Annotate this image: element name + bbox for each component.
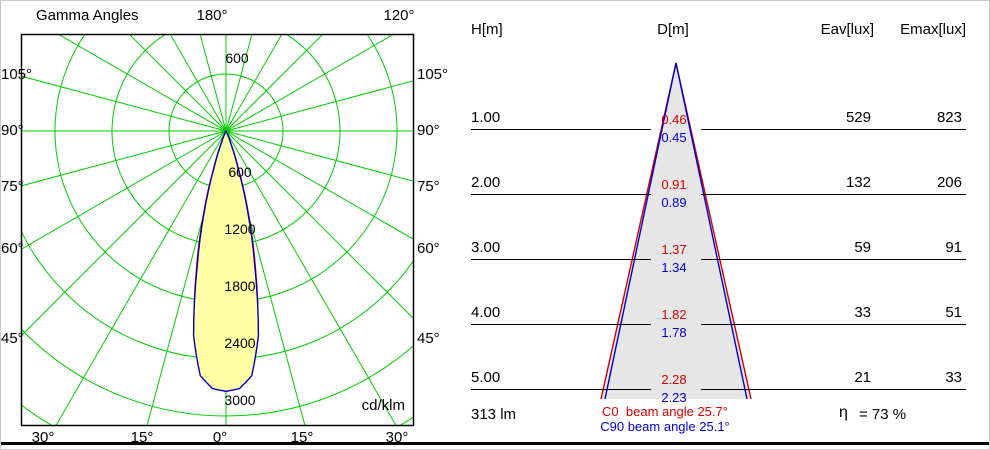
c90-beam-angle: C90 beam angle 25.1° bbox=[600, 419, 730, 434]
eta-value: = 73 % bbox=[859, 406, 907, 423]
eav-value: 132 bbox=[845, 174, 871, 191]
angle-label-left: 105° bbox=[1, 66, 33, 83]
ring-label: 600 bbox=[228, 164, 252, 180]
diameter-c0: 0.91 bbox=[661, 177, 687, 192]
diameter-c90: 0.45 bbox=[661, 130, 687, 145]
row-line-right bbox=[701, 259, 966, 260]
ring-label: 600 bbox=[225, 50, 249, 66]
row-line-right bbox=[701, 324, 966, 325]
luminous-flux: 313 lm bbox=[471, 406, 517, 423]
diameter-c90: 2.23 bbox=[661, 390, 687, 405]
angle-label-top: 180° bbox=[196, 7, 228, 24]
row-line-left bbox=[471, 194, 651, 195]
cone-edge-c90 bbox=[604, 62, 748, 400]
col-header-eav: Eav[lux] bbox=[820, 21, 874, 38]
row-line-right bbox=[701, 129, 966, 130]
row-height-value: 1.00 bbox=[471, 109, 501, 126]
ring-label: 2400 bbox=[224, 335, 256, 351]
diameter-c90: 1.78 bbox=[661, 325, 687, 340]
angle-label-left: 45° bbox=[1, 330, 24, 347]
eav-value: 529 bbox=[845, 109, 871, 126]
emax-value: 823 bbox=[936, 109, 962, 126]
eta-symbol: η bbox=[839, 404, 848, 421]
row-line-right bbox=[701, 194, 966, 195]
c0-beam-angle: C0 beam angle 25.7° bbox=[602, 404, 728, 419]
diameter-c90: 1.34 bbox=[661, 260, 687, 275]
eav-value: 21 bbox=[854, 369, 871, 386]
diameter-c90: 0.89 bbox=[661, 195, 687, 210]
diameter-c0: 2.28 bbox=[661, 372, 687, 387]
ring-label: 3000 bbox=[224, 392, 256, 408]
polar-title: Gamma Angles bbox=[36, 7, 139, 24]
angle-label-left: 75° bbox=[1, 178, 24, 195]
diameter-c0: 1.82 bbox=[661, 307, 687, 322]
emax-value: 206 bbox=[936, 174, 962, 191]
bottom-rule bbox=[1, 442, 989, 445]
emax-value: 91 bbox=[945, 239, 962, 256]
beam-curve-C90 bbox=[192, 130, 260, 392]
angle-label-left: 60° bbox=[1, 240, 24, 257]
angle-label-right: 75° bbox=[417, 178, 440, 195]
diameter-c0: 1.37 bbox=[661, 242, 687, 257]
angle-label-left: 90° bbox=[1, 122, 24, 139]
angle-label-right: 60° bbox=[417, 240, 440, 257]
row-line-left bbox=[471, 389, 651, 390]
col-header-h: H[m] bbox=[471, 21, 503, 38]
polar-unit-label: cd/klm bbox=[361, 397, 405, 414]
angle-label-right: 105° bbox=[417, 66, 449, 83]
angle-label-top: 120° bbox=[383, 7, 415, 24]
ring-label: 1800 bbox=[224, 278, 256, 294]
col-header-d: D[m] bbox=[657, 21, 689, 38]
row-height-value: 3.00 bbox=[471, 239, 501, 256]
row-line-left bbox=[471, 324, 651, 325]
ring-label: 1200 bbox=[224, 221, 256, 237]
col-header-emax: Emax[lux] bbox=[900, 21, 966, 38]
row-height-value: 5.00 bbox=[471, 369, 501, 386]
angle-label-bottom: 0° bbox=[212, 429, 228, 446]
angle-label-right: 45° bbox=[417, 330, 440, 347]
angle-label-right: 90° bbox=[417, 122, 440, 139]
row-height-value: 4.00 bbox=[471, 304, 501, 321]
eav-value: 59 bbox=[854, 239, 871, 256]
diameter-c0: 0.46 bbox=[661, 112, 687, 127]
row-line-left bbox=[471, 129, 651, 130]
angle-label-bottom: 30° bbox=[385, 429, 409, 446]
emax-value: 33 bbox=[945, 369, 962, 386]
angle-label-bottom: 15° bbox=[290, 429, 314, 446]
row-line-right bbox=[701, 389, 966, 390]
angle-label-bottom: 30° bbox=[31, 429, 55, 446]
eav-value: 33 bbox=[854, 304, 871, 321]
polar-diagram bbox=[20, 33, 415, 427]
row-line-left bbox=[471, 259, 651, 260]
row-height-value: 2.00 bbox=[471, 174, 501, 191]
emax-value: 51 bbox=[945, 304, 962, 321]
angle-label-bottom: 15° bbox=[130, 429, 154, 446]
